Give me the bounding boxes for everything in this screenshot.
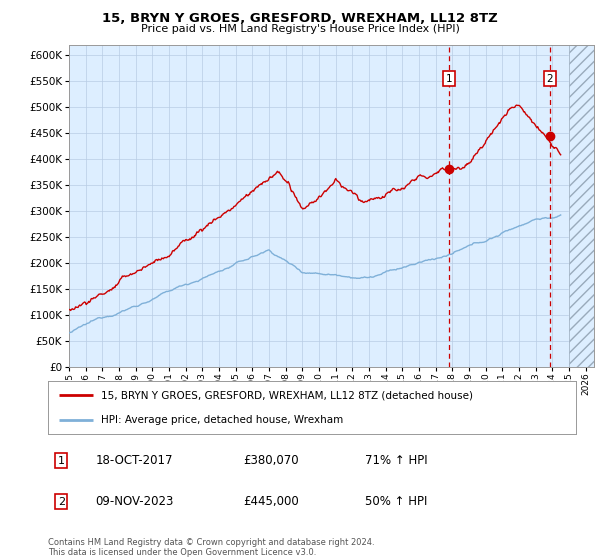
Bar <box>569 45 594 367</box>
Text: 1: 1 <box>58 456 65 466</box>
Text: 50% ↑ HPI: 50% ↑ HPI <box>365 495 427 508</box>
Text: Contains HM Land Registry data © Crown copyright and database right 2024.
This d: Contains HM Land Registry data © Crown c… <box>48 538 374 557</box>
Text: 71% ↑ HPI: 71% ↑ HPI <box>365 454 427 468</box>
Text: 18-OCT-2017: 18-OCT-2017 <box>95 454 173 468</box>
Text: £445,000: £445,000 <box>244 495 299 508</box>
Text: Price paid vs. HM Land Registry's House Price Index (HPI): Price paid vs. HM Land Registry's House … <box>140 24 460 34</box>
Text: £380,070: £380,070 <box>244 454 299 468</box>
Text: 15, BRYN Y GROES, GRESFORD, WREXHAM, LL12 8TZ (detached house): 15, BRYN Y GROES, GRESFORD, WREXHAM, LL1… <box>101 390 473 400</box>
Text: HPI: Average price, detached house, Wrexham: HPI: Average price, detached house, Wrex… <box>101 414 343 424</box>
Text: 2: 2 <box>58 497 65 506</box>
Text: 2: 2 <box>547 73 553 83</box>
Bar <box>569 45 594 367</box>
Text: 15, BRYN Y GROES, GRESFORD, WREXHAM, LL12 8TZ: 15, BRYN Y GROES, GRESFORD, WREXHAM, LL1… <box>102 12 498 25</box>
Text: 1: 1 <box>446 73 452 83</box>
Text: 09-NOV-2023: 09-NOV-2023 <box>95 495 174 508</box>
